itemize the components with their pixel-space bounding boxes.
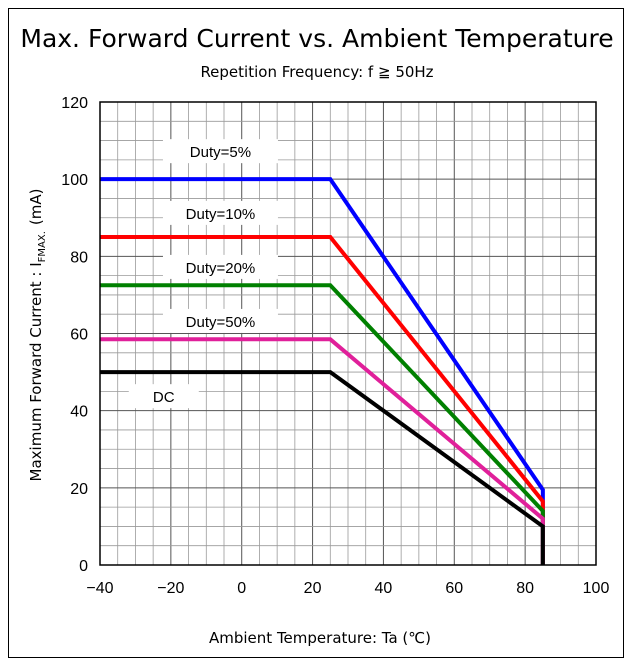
series-group — [100, 177, 545, 565]
series-label-background — [162, 254, 278, 279]
plot-border — [99, 101, 597, 566]
series-label: Duty=10% — [186, 206, 256, 223]
x-tick-label: 100 — [583, 580, 610, 597]
chart-title: Max. Forward Current vs. Ambient Tempera… — [20, 24, 614, 53]
y-tick-label: 120 — [61, 95, 88, 112]
plot-border-rect — [99, 101, 597, 566]
series-label-background — [162, 200, 278, 225]
series-label-background — [128, 384, 199, 409]
x-tick-label: 80 — [516, 580, 534, 597]
x-tick-label: 20 — [304, 580, 322, 597]
series-labels: Duty=5% Duty=10% Duty=20% Duty=50% DC — [128, 139, 278, 409]
y-tick-label: 20 — [70, 481, 88, 498]
chart-subtitle: Repetition Frequency: f ≧ 50Hz — [200, 63, 434, 81]
series-label: Duty=50% — [186, 314, 256, 331]
y-axis-label-subscript: FMAX. — [37, 231, 48, 262]
x-tick-label: 60 — [445, 580, 463, 597]
y-tick-label: 40 — [70, 404, 88, 421]
x-tick-label: 40 — [375, 580, 393, 597]
y-axis-label-unit: (mA) — [27, 189, 45, 226]
y-tick-label: 60 — [70, 327, 88, 344]
series-label: DC — [153, 389, 175, 406]
series-label-background — [162, 139, 278, 164]
x-tick-label: −20 — [157, 580, 184, 597]
x-axis-label: Ambient Temperature: Ta (℃) — [209, 629, 431, 647]
series-label-background — [162, 308, 278, 333]
x-tick-label: 0 — [237, 580, 246, 597]
y-tick-label: 0 — [79, 558, 88, 575]
tick-labels: −40 −20 0 20 40 60 80 100 0 20 40 60 80 100 120 — [61, 95, 609, 597]
grid — [99, 101, 597, 566]
series-label: Duty=5% — [190, 144, 251, 161]
y-tick-label: 100 — [61, 172, 88, 189]
series-label: Duty=20% — [186, 260, 256, 277]
y-axis-label: Maximum Forward Current : IFMAX. (mA) — [27, 189, 48, 482]
y-tick-label: 80 — [70, 249, 88, 266]
x-tick-label: −40 — [86, 580, 113, 597]
y-axis-label-main: Maximum Forward Current : I — [27, 262, 45, 481]
series-line-dc — [100, 370, 545, 565]
